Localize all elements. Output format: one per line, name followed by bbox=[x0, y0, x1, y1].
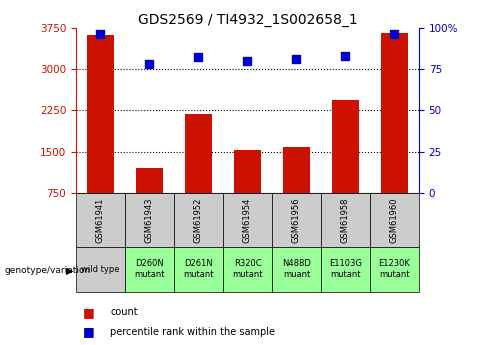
Text: N488D
muant: N488D muant bbox=[282, 259, 311, 279]
Bar bbox=[174, 247, 223, 292]
Text: genotype/variation: genotype/variation bbox=[5, 266, 91, 275]
Bar bbox=[76, 193, 125, 247]
Text: GSM61954: GSM61954 bbox=[243, 197, 252, 243]
Bar bbox=[234, 150, 261, 193]
Text: R320C
mutant: R320C mutant bbox=[232, 259, 263, 279]
Bar bbox=[223, 247, 272, 292]
Bar bbox=[370, 247, 419, 292]
Bar bbox=[185, 114, 212, 193]
Bar bbox=[321, 247, 370, 292]
Text: GSM61958: GSM61958 bbox=[341, 197, 350, 243]
Text: GSM61952: GSM61952 bbox=[194, 197, 203, 243]
Point bbox=[293, 56, 300, 62]
Text: GSM61960: GSM61960 bbox=[390, 197, 399, 243]
Text: ■: ■ bbox=[83, 306, 95, 319]
Title: GDS2569 / TI4932_1S002658_1: GDS2569 / TI4932_1S002658_1 bbox=[138, 12, 357, 27]
Point bbox=[342, 53, 349, 59]
Text: count: count bbox=[110, 307, 138, 317]
Bar bbox=[332, 100, 359, 193]
Bar bbox=[272, 193, 321, 247]
Text: ■: ■ bbox=[83, 325, 95, 338]
Bar bbox=[136, 168, 163, 193]
Text: D261N
mutant: D261N mutant bbox=[183, 259, 214, 279]
Text: D260N
mutant: D260N mutant bbox=[134, 259, 165, 279]
Bar bbox=[76, 247, 125, 292]
Bar bbox=[370, 193, 419, 247]
Bar bbox=[321, 193, 370, 247]
Bar bbox=[125, 193, 174, 247]
Bar bbox=[125, 247, 174, 292]
Bar bbox=[174, 193, 223, 247]
Text: E1230K
mutant: E1230K mutant bbox=[378, 259, 411, 279]
Text: percentile rank within the sample: percentile rank within the sample bbox=[110, 327, 275, 337]
Text: GSM61943: GSM61943 bbox=[145, 197, 154, 243]
Text: GSM61941: GSM61941 bbox=[96, 197, 105, 243]
Point bbox=[195, 55, 202, 60]
Point bbox=[244, 58, 251, 63]
Bar bbox=[87, 35, 114, 193]
Point bbox=[146, 61, 153, 67]
Text: ▶: ▶ bbox=[66, 266, 74, 276]
Text: wild type: wild type bbox=[81, 265, 120, 274]
Point bbox=[97, 31, 104, 37]
Text: GSM61956: GSM61956 bbox=[292, 197, 301, 243]
Bar bbox=[223, 193, 272, 247]
Text: E1103G
mutant: E1103G mutant bbox=[329, 259, 362, 279]
Bar bbox=[381, 33, 408, 193]
Bar bbox=[283, 147, 310, 193]
Point bbox=[391, 31, 398, 37]
Bar bbox=[272, 247, 321, 292]
